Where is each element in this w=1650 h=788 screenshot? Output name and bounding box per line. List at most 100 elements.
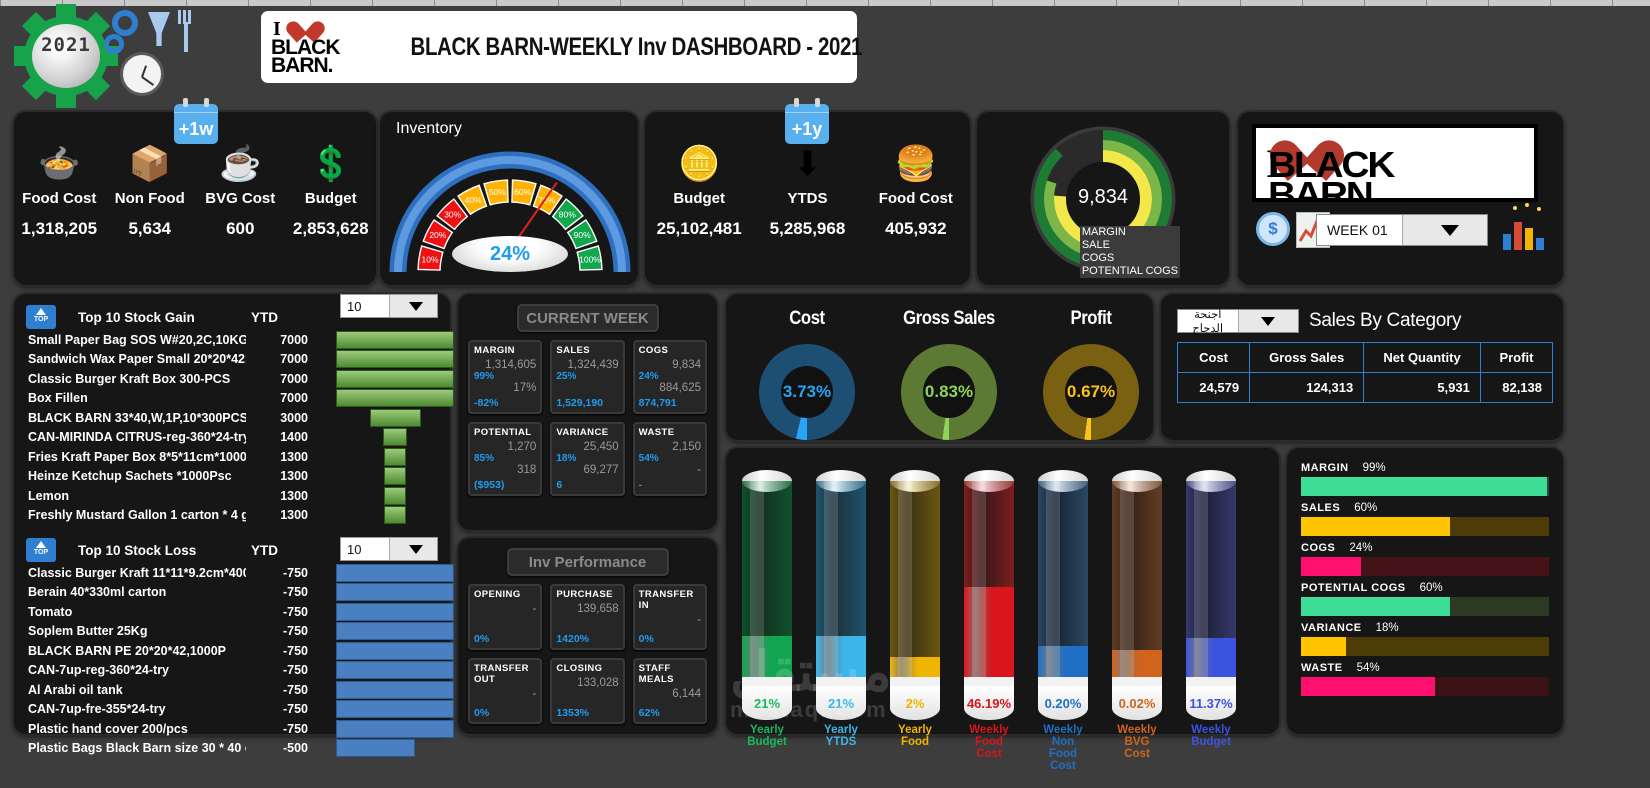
list-item: Plastic Bags Black Barn size 30 * 40 car… (14, 739, 450, 759)
ring-legend: MARGIN SALE COGS POTENTIAL COGS (1079, 225, 1180, 278)
kpi-progress-track (1301, 477, 1549, 496)
stock-loss-title: Top 10 Stock Loss (78, 542, 197, 558)
kpi-progress-item: SALES 60% (1287, 502, 1563, 536)
logo-line-2: BARN. (271, 54, 333, 77)
list-item-label: Small Paper Bag SOS W#20,2C,10KG (28, 332, 246, 347)
list-item-bar (336, 583, 456, 602)
category-select[interactable]: اجنحة الدجاج (1177, 309, 1299, 335)
logo-line-1-large: BLACK (1268, 144, 1395, 185)
donut-chart: 3.73% (759, 344, 855, 440)
svg-text:50%: 50% (489, 187, 506, 197)
metric-tile-name: STAFF MEALS (638, 663, 674, 685)
kpi-label: Budget (304, 190, 357, 207)
list-item-bar (336, 719, 456, 738)
list-item-bar (336, 700, 456, 719)
kpi-progress-name: POTENTIAL COGS (1301, 582, 1406, 594)
metric-tile-name: WASTE (638, 427, 675, 438)
cylinder-value: 21% (816, 686, 866, 720)
kpi-progress-track (1301, 677, 1549, 696)
metric-tile-value: 133,028 (577, 677, 619, 689)
cylinder-gauge: 0.02% Weekly BVG Cost (1112, 470, 1162, 760)
kpi-label: Food Cost (22, 190, 97, 207)
metric-tile-pct: 25% (556, 371, 577, 382)
kpi-progress-fill (1301, 517, 1450, 536)
cylinder-value: 11.37% (1186, 686, 1236, 720)
chevron-down-icon[interactable] (388, 295, 437, 317)
cylinder-band (964, 677, 1014, 686)
week-select[interactable]: WEEK 01 (1316, 214, 1488, 246)
list-item-label: Freshly Mustard Gallon 1 carton * 4 gall… (28, 508, 246, 523)
table-header-cell: Net Quantity (1363, 342, 1481, 373)
list-item-bar (336, 661, 456, 680)
cylinder-band (816, 677, 866, 686)
kpi-progress-name: MARGIN (1301, 462, 1349, 474)
list-item-bar (336, 739, 456, 758)
metric-tile-pct: 85% (474, 453, 495, 464)
list-item: Al Arabi oil tank -750 (14, 680, 454, 700)
kpi-card: 📦 Non Food 5,634 (105, 112, 196, 239)
list-item-value: 1300 (280, 488, 308, 503)
bar-chart-icon[interactable] (1503, 203, 1549, 250)
metric-tile-footer: 1353% (556, 707, 590, 719)
metric-tile: SALES 1,324,439 25% 1,529,190 (550, 340, 625, 414)
coins-icon[interactable]: $ (1256, 212, 1290, 246)
inventory-gauge-title: Inventory (396, 120, 462, 137)
list-item-value: 1300 (280, 449, 308, 464)
list-item-bar (336, 486, 456, 505)
metric-tile-footer: - (638, 479, 643, 491)
metric-tile: STAFF MEALS 6,144 62% (632, 658, 707, 724)
kpi-progress-item: MARGIN 99% (1287, 462, 1563, 496)
kpi-label: Non Food (114, 190, 185, 207)
list-item-bar (336, 330, 456, 349)
list-item-bar (336, 506, 456, 525)
list-item-label: CAN-7up-reg-360*24-try (28, 663, 170, 678)
list-item-label: Sandwich Wax Paper Small 20*20*42,100 (28, 352, 246, 367)
cylinder-value: 0.20% (1038, 686, 1088, 720)
svg-text:60%: 60% (514, 187, 531, 197)
list-item-bar (336, 428, 456, 447)
list-item-bar (336, 641, 456, 660)
chevron-down-icon[interactable] (1401, 215, 1487, 245)
gauge-svg: 10% 20% 30% 40% 50% 60% 70% 80% 90% 100% (389, 151, 631, 273)
metric-tile-name: OPENING (474, 589, 521, 600)
metric-tile: COGS 9,834 24% 884,625 874,791 (632, 340, 707, 414)
stock-gain-count-select[interactable]: 10 (340, 294, 438, 318)
inv-performance-title: Inv Performance (506, 548, 669, 576)
cylinder-gauge: 21% Yearly YTDS (816, 470, 866, 748)
stock-gain-header: Top 10 Stock Gain YTD 10 (14, 294, 450, 330)
list-item-bar (336, 680, 456, 699)
kpi-progress-pct: 18% (1375, 622, 1399, 634)
current-week-tiles: MARGIN 1,314,605 99% 17% -82% SALES 1,32… (458, 340, 717, 496)
metric-tile-value: - (532, 688, 537, 700)
current-week-title: CURRENT WEEK (516, 304, 659, 332)
metric-tile-name: VARIANCE (556, 427, 609, 438)
chevron-down-icon[interactable] (1237, 310, 1298, 332)
list-item-bar (336, 622, 456, 641)
list-item-bar (336, 467, 456, 486)
kpi-progress-pct: 24% (1349, 542, 1373, 554)
metric-tile-value-2: - (697, 464, 701, 476)
cylinder-value: 46.19% (964, 686, 1014, 720)
list-item: Berain 40*330ml carton -750 (14, 583, 454, 603)
sales-by-category-title: Sales By Category (1309, 310, 1462, 331)
stock-loss-count-select[interactable]: 10 (340, 537, 438, 561)
metric-tile: MARGIN 1,314,605 99% 17% -82% (468, 340, 543, 414)
kpi-card: 🍔 Food Cost 405,932 (862, 112, 970, 239)
list-item-label: Heinze Ketchup Sachets *1000Psc (28, 469, 232, 484)
svg-text:80%: 80% (559, 210, 576, 220)
metric-tile-name: TRANSFER IN (638, 589, 694, 611)
stock-gain-ytd-label: YTD (251, 309, 278, 325)
metric-tile-name: PURCHASE (556, 589, 613, 600)
cylinder-band (890, 677, 940, 686)
sales-by-category: اجنحة الدجاج Sales By Category Cost Gross… (1176, 306, 1554, 403)
stock-gain-rows: Small Paper Bag SOS W#20,2C,10KG 7000 Sa… (14, 330, 454, 525)
kpi-progress-bars: MARGIN 99% SALES 60% COGS 24% (1287, 448, 1563, 696)
metric-tile-footer: 0% (474, 633, 490, 645)
metric-tile-footer: -82% (474, 397, 499, 409)
food-bowl-icon: 🍲 (38, 145, 81, 183)
kpi-value: 5,285,968 (769, 219, 846, 238)
chevron-down-icon[interactable] (388, 538, 437, 560)
metric-tile-name: MARGIN (474, 345, 515, 356)
list-item-label: Al Arabi oil tank (28, 682, 123, 697)
inv-performance-panel: Inv Performance OPENING - 0% PURCHASE 13… (458, 538, 717, 734)
